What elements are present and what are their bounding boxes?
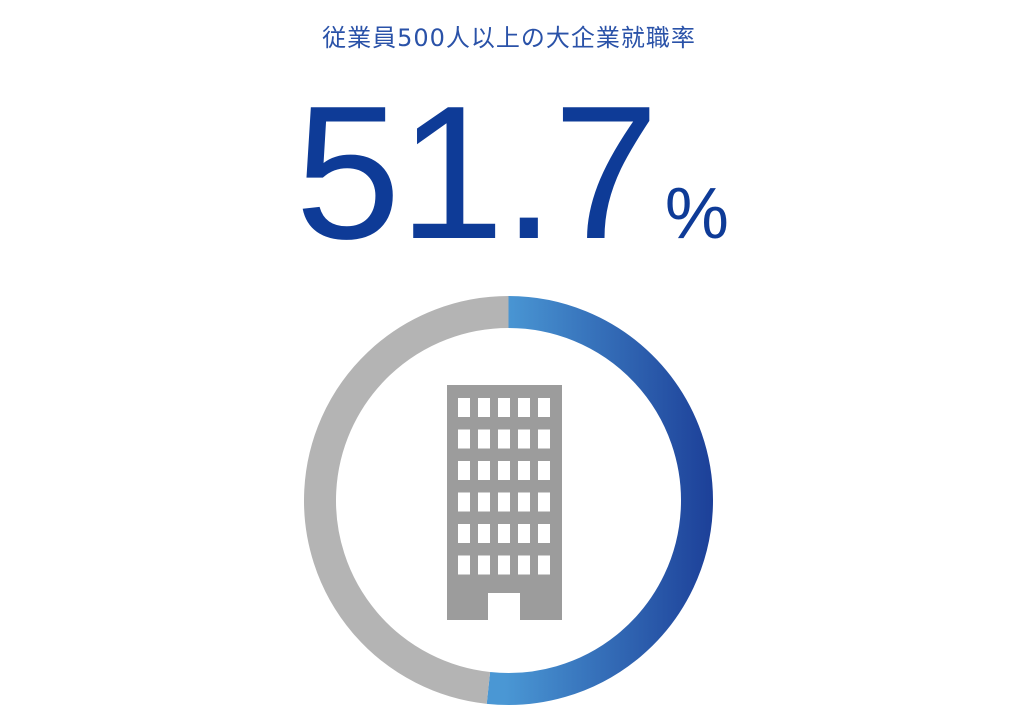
- chart-title: 従業員500人以上の大企業就職率: [322, 24, 696, 52]
- building-window: [478, 429, 490, 449]
- donut-slice-filled: [486, 296, 713, 705]
- building-window: [478, 398, 490, 417]
- building-window: [538, 429, 550, 449]
- building-window: [498, 555, 510, 575]
- building-window: [518, 398, 530, 417]
- building-window: [518, 555, 530, 575]
- building-window: [518, 429, 530, 449]
- building-window: [498, 429, 510, 449]
- building-window: [538, 398, 550, 417]
- building-window: [458, 429, 470, 449]
- building-window: [478, 555, 490, 575]
- building-window: [518, 524, 530, 543]
- building-window: [498, 492, 510, 512]
- building-window: [498, 461, 510, 480]
- building-window: [538, 524, 550, 543]
- building-window: [458, 524, 470, 543]
- building-window: [458, 492, 470, 512]
- building-window: [538, 461, 550, 480]
- building-window: [518, 492, 530, 512]
- value-unit: %: [664, 174, 729, 254]
- building-window: [458, 555, 470, 575]
- building-window: [538, 492, 550, 512]
- office-building-icon: [447, 385, 562, 621]
- building-window: [478, 492, 490, 512]
- building-window: [538, 555, 550, 575]
- building-window: [518, 461, 530, 480]
- donut-slice-remainder: [304, 296, 509, 704]
- building-window: [458, 398, 470, 417]
- building-door: [488, 593, 520, 621]
- building-window: [498, 524, 510, 543]
- headline-value: 51.7%: [0, 78, 1024, 268]
- building-window: [478, 524, 490, 543]
- building-window: [478, 461, 490, 480]
- building-window: [498, 398, 510, 417]
- building-window: [458, 461, 470, 480]
- value-number: 51.7: [295, 67, 659, 279]
